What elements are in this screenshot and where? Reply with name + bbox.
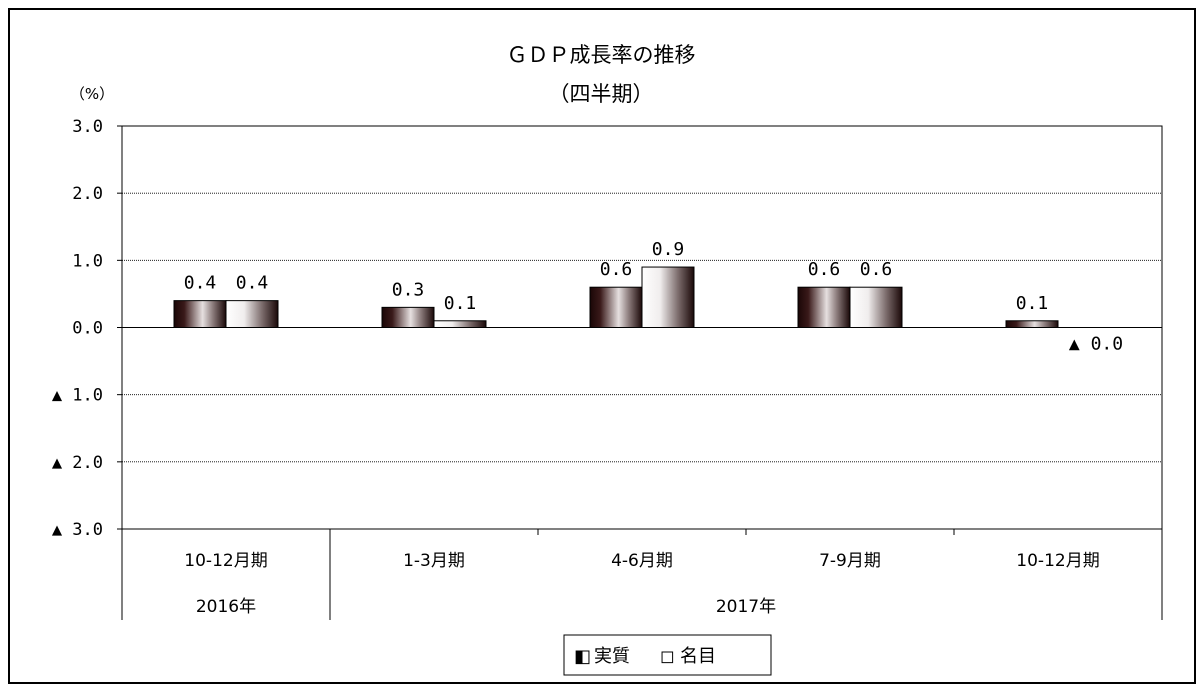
data-label-nominal: ▲ 0.0 xyxy=(1069,334,1123,355)
bar-real xyxy=(797,286,851,329)
y-axis-unit: （%） xyxy=(70,85,114,103)
bars xyxy=(173,266,1059,329)
category-label: 10-12月期 xyxy=(1016,551,1099,571)
legend-nominal-label: 名目 xyxy=(680,646,716,667)
data-label-real: 0.6 xyxy=(808,259,841,280)
bar-nominal xyxy=(225,300,279,328)
y-tick-label: ▲ 2.0 xyxy=(52,453,103,473)
y-tick-labels: 3.0 2.0 1.0 0.0 ▲ 1.0 ▲ 2.0 ▲ 3.0 xyxy=(52,117,103,540)
category-axis: 10-12月期 1-3月期 4-6月期 7-9月期 10-12月期 2016年 2017年 xyxy=(184,551,1099,617)
chart-subtitle: （四半期） xyxy=(549,82,654,106)
bar-real xyxy=(173,300,227,328)
data-label-nominal: 0.1 xyxy=(444,293,477,314)
bar-real xyxy=(1005,320,1059,328)
data-label-nominal: 0.9 xyxy=(652,239,685,260)
bar-nominal xyxy=(433,320,487,328)
year-group-label: 2016年 xyxy=(196,597,256,617)
category-label: 10-12月期 xyxy=(184,551,267,571)
y-tick-label: 3.0 xyxy=(72,117,103,137)
legend-nominal-icon: ◻ xyxy=(660,646,675,667)
y-tick-label: ▲ 3.0 xyxy=(52,520,103,540)
category-label: 1-3月期 xyxy=(403,551,465,571)
legend-real-icon: ◧ xyxy=(574,646,591,667)
chart-title: ＧＤＰ成長率の推移 xyxy=(507,43,696,67)
legend: ◧ 実質 ◻ 名目 xyxy=(563,634,772,676)
legend-real-label: 実質 xyxy=(594,646,630,667)
data-label-real: 0.4 xyxy=(184,273,217,294)
axes xyxy=(117,125,1163,620)
y-tick-label: 0.0 xyxy=(72,319,103,339)
chart-frame xyxy=(8,8,1196,684)
data-label-real: 0.6 xyxy=(600,259,633,280)
year-group-label: 2017年 xyxy=(716,597,776,617)
bar-nominal xyxy=(641,266,695,328)
y-tick-label: 2.0 xyxy=(72,184,103,204)
data-label-nominal: 0.4 xyxy=(236,273,269,294)
legend-box xyxy=(563,634,772,676)
data-label-real: 0.1 xyxy=(1016,293,1049,314)
data-label-real: 0.3 xyxy=(392,279,425,300)
category-label: 7-9月期 xyxy=(819,551,881,571)
category-label: 4-6月期 xyxy=(611,551,673,571)
bar-nominal xyxy=(849,286,903,329)
bar-real xyxy=(589,286,643,329)
data-labels: 0.4 0.3 0.6 0.6 0.1 0.4 0.1 0.9 0.6 ▲ 0.0 xyxy=(184,239,1123,354)
y-tick-label: 1.0 xyxy=(72,251,103,271)
bar-real xyxy=(381,306,435,329)
data-label-nominal: 0.6 xyxy=(860,259,893,280)
y-tick-label: ▲ 1.0 xyxy=(52,386,103,406)
